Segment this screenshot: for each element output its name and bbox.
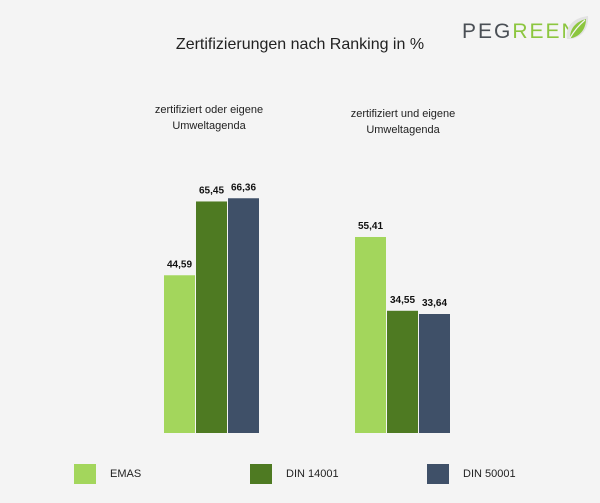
legend-item-din-50001: DIN 50001	[427, 464, 516, 484]
logo-text: PEGREEN	[462, 20, 579, 44]
bar-emas-group-2	[355, 236, 386, 433]
logo-text-peg: PEG	[462, 20, 513, 43]
data-label-din-14001-group-1: 65,45	[199, 185, 224, 196]
group-label-1-line-1: zertifiziert oder eigene	[154, 104, 264, 116]
bar-din-14001-group-1	[196, 201, 227, 433]
data-label-din-14001-group-2: 34,55	[390, 295, 415, 306]
data-label-emas-group-2: 55,41	[358, 221, 383, 232]
bar-din-50001-group-2	[419, 313, 450, 433]
data-label-din-50001-group-2: 33,64	[422, 298, 447, 309]
group-label-2-line-2: Umweltagenda	[366, 124, 440, 136]
group-label-2: zertifiziert und eigene Umweltagenda	[318, 106, 488, 138]
legend-swatch-din-50001	[427, 464, 449, 484]
bar-din-14001-group-2	[387, 310, 418, 433]
legend-label-emas: EMAS	[110, 468, 142, 480]
legend-item-emas: EMAS	[74, 464, 141, 484]
bar-emas-group-1	[164, 275, 195, 433]
leaf-icon	[566, 16, 589, 39]
legend-swatch-din-14001	[250, 464, 272, 484]
pegreen-logo: PEGREEN	[462, 14, 592, 46]
group-label-2-line-1: zertifiziert und eigene	[350, 108, 456, 120]
group-label-1-line-2: Umweltagenda	[172, 120, 246, 132]
group-label-1: zertifiziert oder eigene Umweltagenda	[124, 102, 294, 134]
data-label-emas-group-1: 44,59	[167, 259, 192, 270]
legend-label-din-50001: DIN 50001	[463, 468, 516, 480]
legend-label-din-14001: DIN 14001	[286, 468, 339, 480]
data-label-din-50001-group-1: 66,36	[231, 182, 256, 193]
logo-text-green: REEN	[512, 20, 579, 43]
legend-item-din-14001: DIN 14001	[250, 464, 339, 484]
bar-din-50001-group-1	[228, 198, 259, 433]
legend-swatch-emas	[74, 464, 96, 484]
chart-title: Zertifizierungen nach Ranking in %	[175, 36, 425, 53]
